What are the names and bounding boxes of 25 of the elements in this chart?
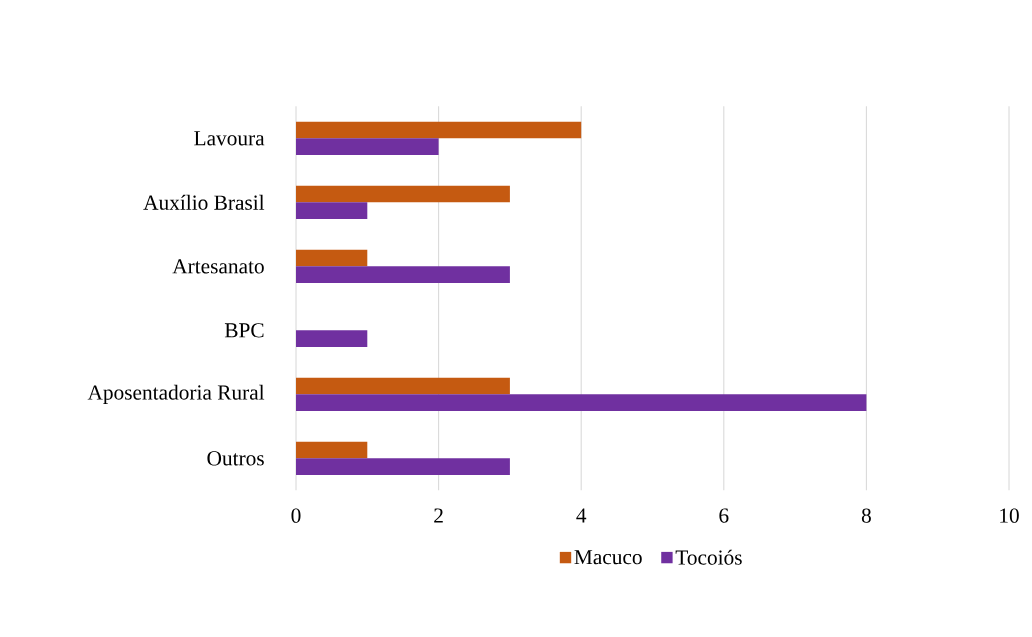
bar	[296, 441, 368, 459]
y-tick-label: BPC	[224, 323, 264, 338]
bar	[296, 458, 510, 475]
y-tick-label: Auxílio Brasil	[143, 194, 265, 210]
y-tick-label: Aposentadoria Rural	[87, 384, 265, 404]
bar	[296, 121, 582, 139]
x-tick-label: 8	[861, 508, 871, 523]
x-tick-label: 6	[719, 508, 729, 523]
x-tick-label: 10	[1000, 508, 1019, 523]
x-tick-label: 2	[434, 508, 443, 523]
bar	[296, 202, 368, 219]
bar	[296, 138, 439, 155]
legend-label: Tocoiós	[675, 549, 742, 565]
y-tick-label: Lavoura	[194, 131, 265, 146]
x-tick-label: 0	[291, 508, 301, 523]
legend-label: Macuco	[574, 550, 642, 565]
bar	[296, 266, 510, 283]
bar	[296, 377, 510, 395]
y-tick-label: Outros	[207, 451, 264, 466]
bar	[296, 330, 368, 347]
bar	[296, 249, 368, 267]
bar	[296, 394, 867, 411]
y-tick-label: Artesanato	[172, 259, 264, 274]
bar	[296, 185, 510, 203]
x-tick-label: 4	[576, 508, 587, 523]
